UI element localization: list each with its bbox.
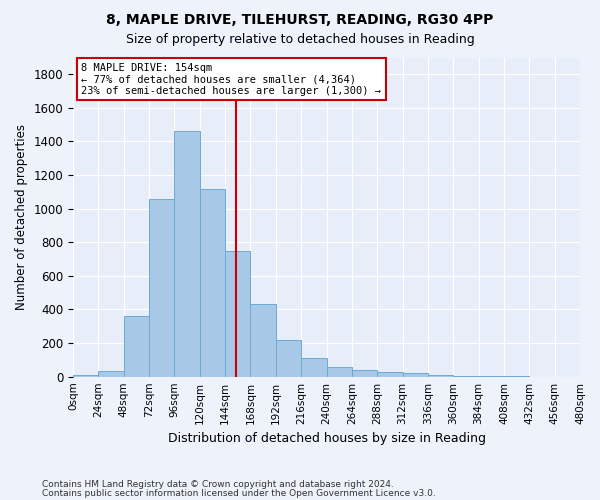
Bar [175, 132, 200, 376]
Text: Size of property relative to detached houses in Reading: Size of property relative to detached ho… [125, 32, 475, 46]
Text: 8, MAPLE DRIVE, TILEHURST, READING, RG30 4PP: 8, MAPLE DRIVE, TILEHURST, READING, RG30… [106, 12, 494, 26]
Text: 8 MAPLE DRIVE: 154sqm
← 77% of detached houses are smaller (4,364)
23% of semi-d: 8 MAPLE DRIVE: 154sqm ← 77% of detached … [82, 62, 382, 96]
Bar [200, 190, 225, 376]
Bar [403, 374, 428, 376]
Bar [124, 316, 149, 376]
Text: Contains HM Land Registry data © Crown copyright and database right 2024.: Contains HM Land Registry data © Crown c… [42, 480, 394, 489]
Bar [149, 198, 175, 376]
Text: Contains public sector information licensed under the Open Government Licence v3: Contains public sector information licen… [42, 489, 436, 498]
Bar [352, 370, 377, 376]
Bar [301, 358, 326, 376]
Bar [98, 371, 124, 376]
Bar [428, 375, 453, 376]
Bar [73, 375, 98, 376]
Y-axis label: Number of detached properties: Number of detached properties [15, 124, 28, 310]
Bar [276, 340, 301, 376]
Bar [377, 372, 403, 376]
Bar [225, 250, 250, 376]
Bar [326, 368, 352, 376]
Bar [250, 304, 276, 376]
X-axis label: Distribution of detached houses by size in Reading: Distribution of detached houses by size … [167, 432, 485, 445]
